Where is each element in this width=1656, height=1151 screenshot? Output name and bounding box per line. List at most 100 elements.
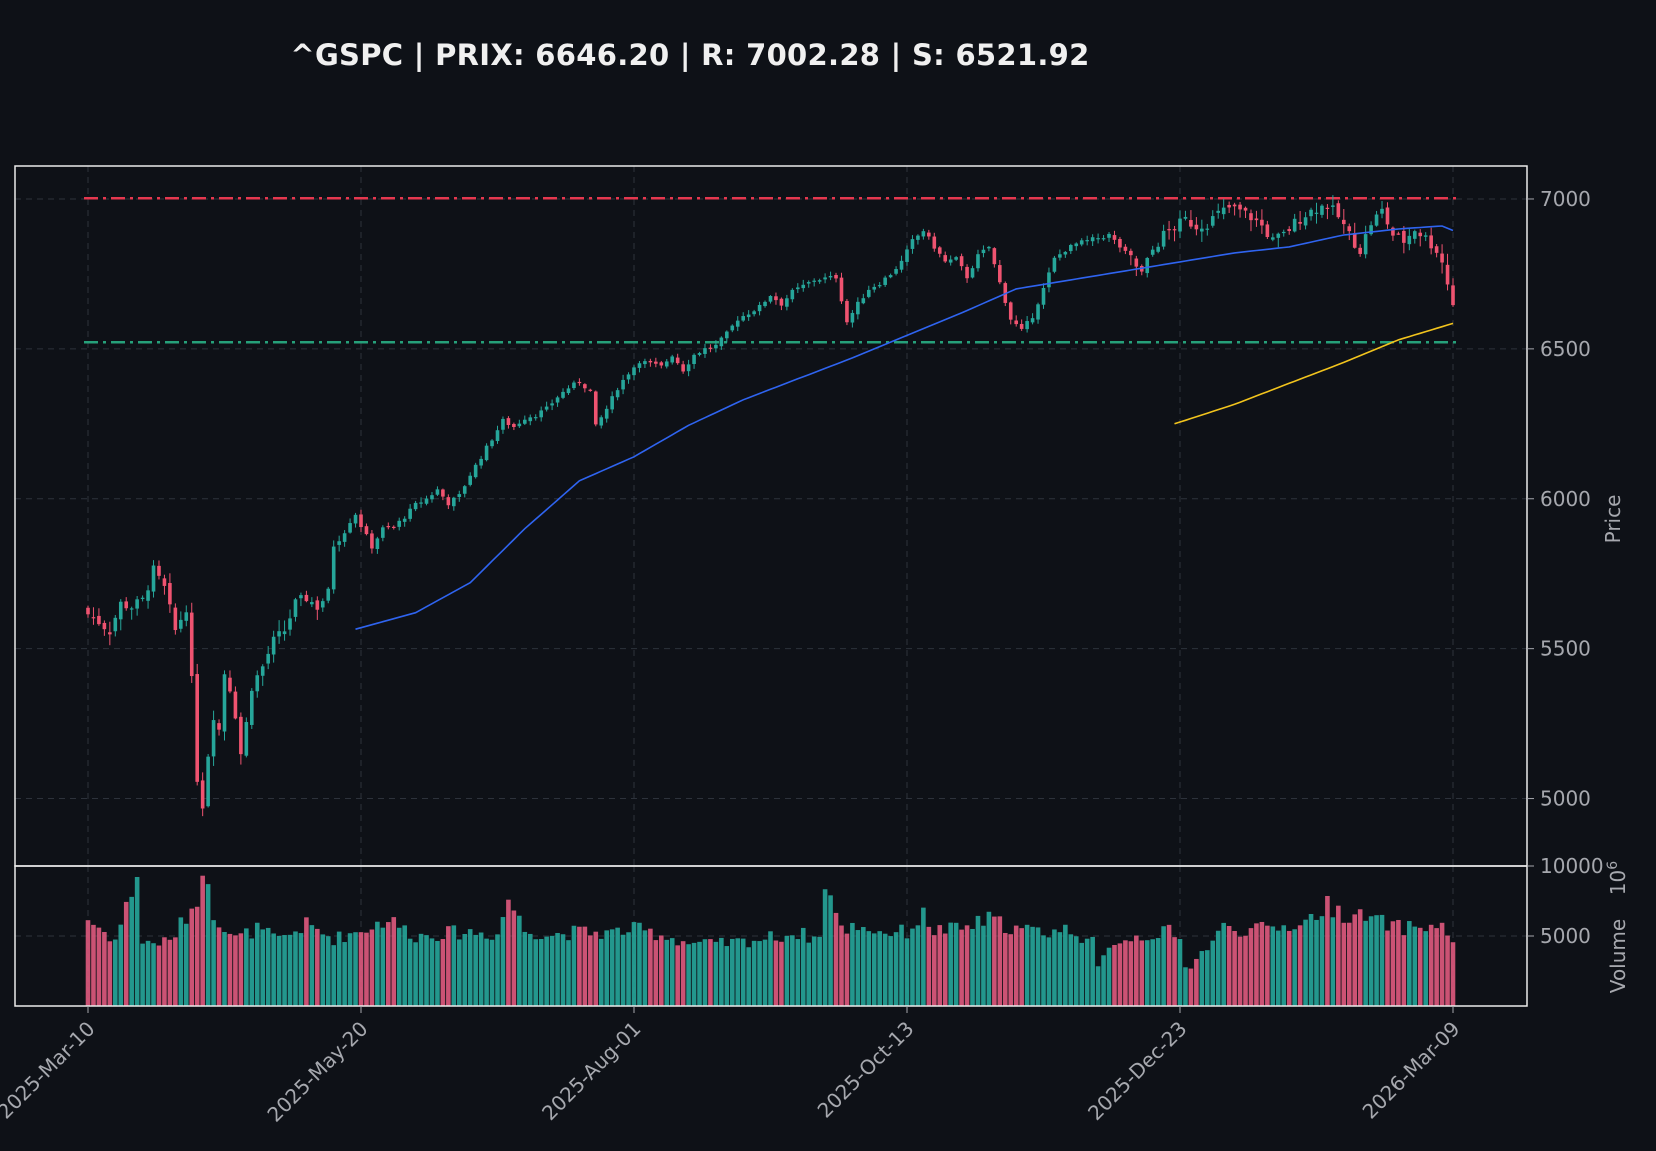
candle-body — [1058, 254, 1062, 258]
volume-bar-down — [1396, 919, 1401, 1006]
volume-bar-up — [877, 931, 882, 1006]
candle-body — [965, 266, 969, 279]
candle-body — [1096, 238, 1100, 240]
volume-bar-down — [577, 926, 582, 1006]
candle-body — [1265, 224, 1270, 237]
volume-bar-up — [1319, 916, 1325, 1006]
volume-bar-up — [620, 934, 626, 1006]
volume-bar-down — [1417, 927, 1423, 1006]
volume-bar-up — [1046, 937, 1052, 1006]
candle-body — [714, 344, 718, 349]
candle-body — [348, 523, 352, 533]
candle-body — [757, 304, 762, 312]
volume-bar-down — [102, 931, 107, 1006]
candle-body — [310, 602, 314, 605]
candle-body — [883, 277, 887, 285]
candle-body — [1260, 219, 1264, 226]
volume-bar-down — [942, 933, 948, 1006]
volume-tick-label: 5000 — [1540, 924, 1591, 948]
candle-body — [1298, 221, 1302, 224]
volume-bar-down — [200, 875, 205, 1006]
candle-body — [632, 367, 636, 376]
volume-bar-up — [555, 932, 560, 1006]
candle-body — [162, 578, 167, 586]
time-tick-label: 2025-May-20 — [262, 1017, 372, 1127]
volume-bar-up — [784, 935, 790, 1006]
volume-bar-down — [1265, 925, 1270, 1006]
volume-bar-down — [315, 928, 320, 1006]
candle-body — [1014, 320, 1019, 325]
volume-bar-up — [642, 930, 648, 1006]
volume-bar-down — [1346, 922, 1352, 1006]
volume-bar-down — [1439, 922, 1445, 1006]
volume-bar-down — [997, 916, 1003, 1006]
volume-bar-up — [729, 938, 735, 1006]
volume-bar-up — [921, 907, 926, 1006]
candle-body — [1352, 233, 1357, 248]
volume-bar-down — [708, 939, 713, 1006]
candle-body — [364, 526, 369, 535]
volume-bar-down — [1237, 936, 1243, 1006]
volume-bar-up — [402, 925, 407, 1006]
candle-body — [1363, 234, 1368, 255]
candle-body — [1178, 218, 1182, 232]
volume-bar-up — [1330, 917, 1336, 1006]
candle-body — [495, 430, 500, 442]
volume-bar-down — [1019, 928, 1024, 1006]
volume-bar-up — [899, 924, 904, 1006]
candle-body — [806, 282, 811, 284]
volume-bar-down — [1128, 941, 1134, 1006]
candle-body — [888, 275, 893, 278]
volume-bar-up — [850, 922, 855, 1006]
volume-bar-up — [1303, 919, 1308, 1006]
volume-bar-up — [986, 911, 992, 1006]
candle-body — [381, 527, 385, 538]
volume-bar-up — [1150, 939, 1155, 1006]
volume-bar-down — [1297, 925, 1303, 1006]
volume-bar-up — [1035, 927, 1041, 1006]
volume-bar-up — [817, 936, 822, 1006]
candle-body — [1309, 209, 1313, 217]
volume-bar-up — [347, 933, 353, 1006]
volume-bar-up — [1084, 938, 1090, 1006]
candle-body — [533, 417, 538, 419]
volume-bar-up — [211, 920, 216, 1006]
candle-body — [719, 337, 724, 347]
volume-bar-down — [1428, 924, 1434, 1006]
volume-bar-up — [309, 925, 315, 1006]
volume-bar-down — [1112, 944, 1117, 1006]
volume-bar-up — [735, 938, 741, 1006]
candle-body — [1150, 249, 1155, 255]
volume-bar-up — [429, 938, 435, 1006]
candle-body — [1434, 246, 1439, 253]
candle-body — [1391, 227, 1395, 236]
x-tick-labels: 2025-Mar-10 2025-May-20 2025-Aug-01 2025-Oc… — [0, 1006, 1465, 1127]
volume-bar-up — [1161, 926, 1166, 1006]
candle-body — [1063, 251, 1068, 255]
candle-body — [473, 464, 478, 478]
candle-body — [998, 265, 1002, 283]
volume-bar-up — [522, 931, 528, 1006]
volume-bar-up — [637, 922, 642, 1006]
volume-bar-up — [484, 938, 489, 1006]
volume-bar-up — [1073, 936, 1079, 1006]
candle-body — [1090, 237, 1095, 242]
candle-body — [1276, 233, 1281, 238]
volume-bar-down — [1243, 935, 1248, 1006]
candle-body — [730, 325, 735, 331]
support-resistance-lines — [84, 197, 1457, 344]
candle-body — [1249, 213, 1253, 221]
candle-body — [326, 588, 331, 601]
volume-bar-up — [353, 932, 358, 1006]
volume-bar-up — [566, 940, 571, 1006]
candle-body — [452, 497, 456, 507]
price-tick-label: 6000 — [1540, 487, 1591, 511]
volume-bar-up — [702, 939, 708, 1006]
candle-body — [555, 397, 560, 403]
candle-body — [583, 384, 587, 389]
candle-body — [916, 235, 920, 240]
candle-body — [1200, 228, 1204, 232]
candle-body — [233, 691, 238, 719]
volume-bar-up — [740, 938, 746, 1006]
axes-labels: Price Volume 106 — [1601, 495, 1630, 994]
